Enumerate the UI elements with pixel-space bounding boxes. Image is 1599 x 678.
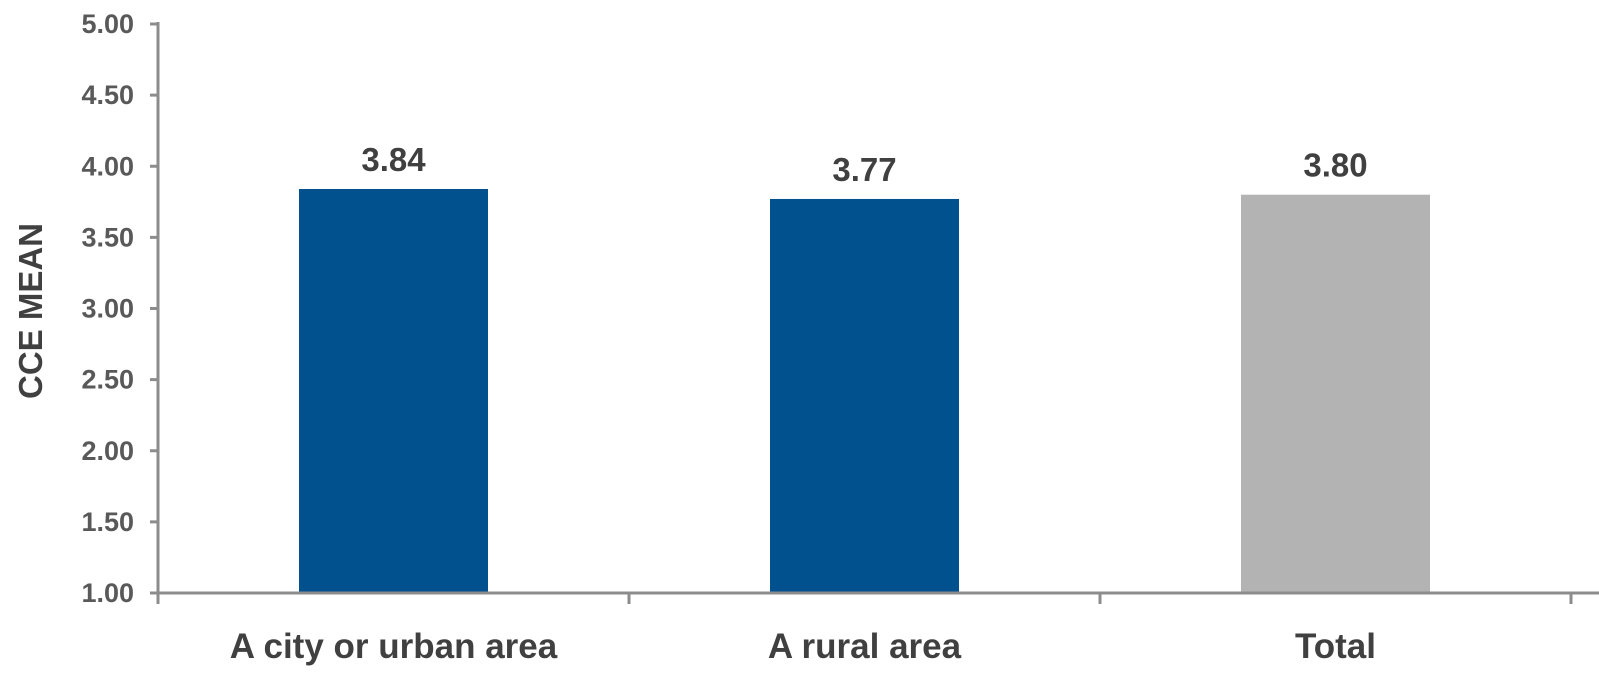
x-tick-label: A rural area <box>768 627 962 666</box>
bar <box>770 198 959 592</box>
bars-group <box>299 189 1430 592</box>
data-label: 3.77 <box>832 151 896 188</box>
y-tick-label: 2.00 <box>81 436 134 466</box>
x-axis: A city or urban area A rural area Total <box>156 591 1599 666</box>
y-tick-label: 3.00 <box>81 294 134 324</box>
y-tick-label: 1.00 <box>81 578 134 608</box>
y-tick-label: 4.50 <box>81 80 134 110</box>
y-tick-label: 2.50 <box>81 365 134 395</box>
x-tick-label: Total <box>1295 627 1376 666</box>
x-tick-label: A city or urban area <box>230 627 558 666</box>
y-tick-label: 4.00 <box>81 151 134 181</box>
y-axis-title: CCE MEAN <box>12 223 49 399</box>
data-label: 3.84 <box>361 141 426 178</box>
bar <box>1241 194 1430 592</box>
data-label: 3.80 <box>1303 147 1367 184</box>
y-tick-label: 1.50 <box>81 507 134 537</box>
y-tick-label: 3.50 <box>81 222 134 252</box>
bar <box>299 189 488 592</box>
data-labels-group: 3.84 3.77 3.80 <box>361 141 1367 188</box>
y-axis: 1.00 1.50 2.00 2.50 3.00 3.50 4.00 4.50 5.00 <box>81 9 160 608</box>
y-tick-label: 5.00 <box>81 9 134 39</box>
